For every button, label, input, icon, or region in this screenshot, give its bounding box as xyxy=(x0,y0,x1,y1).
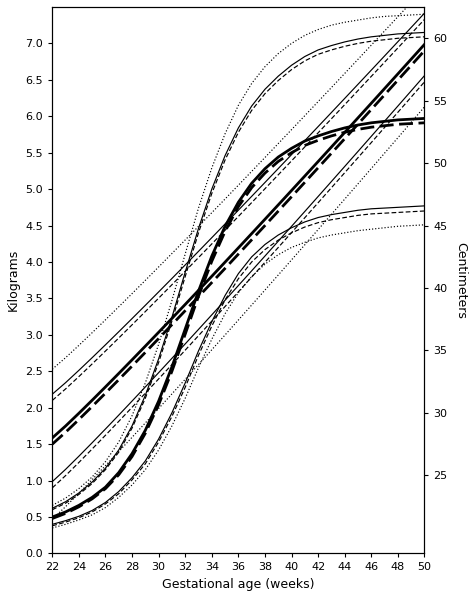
Y-axis label: Kilograms: Kilograms xyxy=(7,249,20,312)
Y-axis label: Centimeters: Centimeters xyxy=(454,242,467,319)
X-axis label: Gestational age (weeks): Gestational age (weeks) xyxy=(162,578,315,591)
